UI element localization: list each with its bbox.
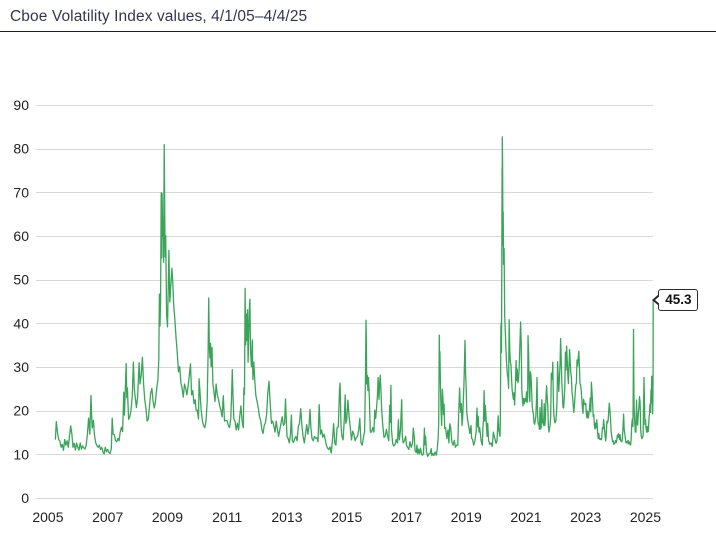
x-tick-label: 2013 [271,509,302,525]
y-tick-label: 50 [13,272,29,288]
x-tick-label: 2017 [391,509,422,525]
x-tick-label: 2007 [92,509,123,525]
y-tick-label: 10 [13,446,29,462]
title-rule [0,31,716,33]
x-tick-label: 2025 [630,509,661,525]
x-tick-label: 2009 [152,509,183,525]
last-value-label: 45.3 [665,292,692,308]
x-tick-label: 2023 [570,509,601,525]
x-tick-label: 2015 [331,509,362,525]
x-tick-label: 2005 [32,509,63,525]
y-tick-label: 30 [13,359,29,375]
y-tick-label: 0 [21,490,29,506]
x-tick-label: 2011 [212,509,242,525]
chart-title: Cboe Volatility Index values, 4/1/05–4/4… [10,8,308,25]
x-tick-label: 2021 [510,509,541,525]
y-tick-label: 40 [13,315,29,331]
y-tick-label: 70 [13,184,29,200]
x-tick-label: 2019 [451,509,482,525]
y-tick-label: 80 [13,141,29,157]
last-value-callout: 45.3 [652,289,699,312]
y-tick-label: 90 [13,97,29,113]
y-tick-label: 20 [13,403,29,419]
y-tick-label: 60 [13,228,29,244]
vix-series-line [54,136,654,458]
